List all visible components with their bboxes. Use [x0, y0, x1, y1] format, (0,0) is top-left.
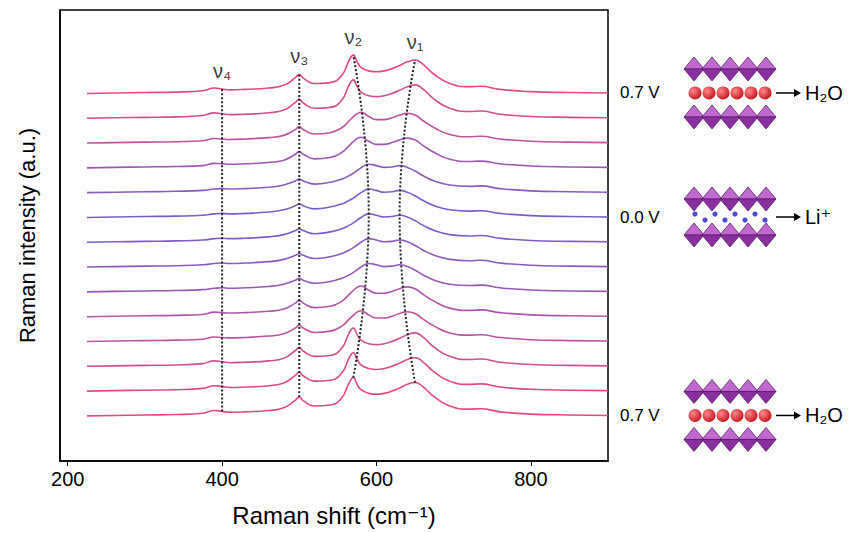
svg-text:H₂O: H₂O: [805, 82, 843, 104]
svg-text:600: 600: [360, 468, 393, 490]
svg-text:0.7 V: 0.7 V: [620, 406, 660, 425]
svg-text:0.0 V: 0.0 V: [620, 208, 660, 227]
svg-text:Raman intensity (a.u.): Raman intensity (a.u.): [15, 128, 40, 343]
svg-text:200: 200: [51, 468, 84, 490]
svg-text:800: 800: [514, 468, 547, 490]
svg-text:H₂O: H₂O: [805, 404, 843, 426]
svg-text:ν₂: ν₂: [344, 26, 362, 48]
svg-text:Raman shift (cm⁻¹): Raman shift (cm⁻¹): [232, 502, 435, 529]
svg-text:Li⁺: Li⁺: [805, 206, 831, 228]
svg-text:400: 400: [205, 468, 238, 490]
svg-text:ν₁: ν₁: [407, 31, 424, 53]
svg-text:0.7 V: 0.7 V: [620, 83, 660, 102]
svg-text:ν₃: ν₃: [290, 45, 308, 67]
svg-text:ν₄: ν₄: [213, 60, 231, 82]
